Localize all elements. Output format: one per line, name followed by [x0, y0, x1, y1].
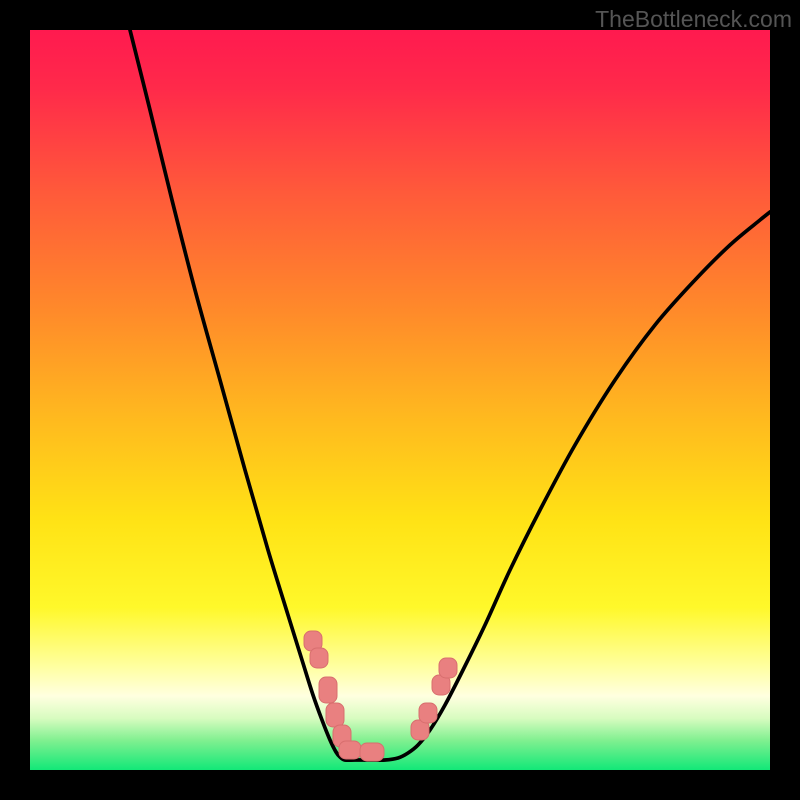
- data-marker: [319, 677, 337, 703]
- data-marker: [439, 658, 457, 678]
- bottleneck-chart: [0, 0, 800, 800]
- data-marker: [360, 743, 384, 761]
- plot-background: [30, 30, 770, 770]
- data-marker: [419, 703, 437, 723]
- data-marker: [310, 648, 328, 668]
- data-marker: [339, 741, 361, 759]
- watermark-text: TheBottleneck.com: [595, 6, 792, 33]
- data-marker: [326, 703, 344, 727]
